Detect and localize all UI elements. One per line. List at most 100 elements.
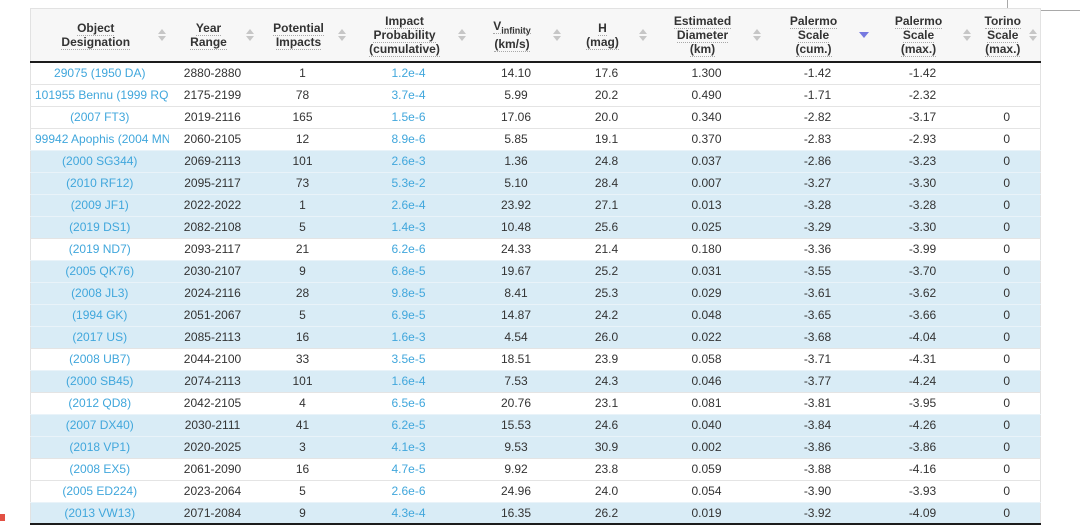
- impact-probability-link[interactable]: 2.6e-3: [391, 154, 426, 168]
- impact-probability-link[interactable]: 6.8e-5: [391, 264, 426, 278]
- cell-estimated_diameter: 0.029: [649, 281, 764, 304]
- object-link[interactable]: (1994 GK): [72, 308, 128, 322]
- cell-v_infinity: 4.54: [468, 325, 564, 348]
- object-link[interactable]: 101955 Bennu (1999 RQ36): [35, 88, 169, 102]
- impact-probability-link[interactable]: 1.6e-3: [391, 330, 426, 344]
- impact-probability-link[interactable]: 1.5e-6: [391, 110, 426, 124]
- impact-probability-link[interactable]: 1.6e-4: [391, 374, 426, 388]
- cell-impact_probability: 4.7e-5: [348, 457, 469, 480]
- object-link[interactable]: 99942 Apophis (2004 MN4): [35, 132, 169, 146]
- object-link[interactable]: (2017 US): [72, 330, 128, 344]
- cell-h_mag: 21.4: [563, 237, 650, 260]
- impact-probability-link[interactable]: 4.1e-3: [391, 440, 426, 454]
- impact-probability-link[interactable]: 8.9e-6: [391, 132, 426, 146]
- cell-torino_scale_max: 0: [973, 281, 1041, 304]
- impact-probability-link[interactable]: 3.7e-4: [391, 88, 426, 102]
- sort-icon[interactable]: [1029, 29, 1037, 41]
- object-link[interactable]: (2007 DX40): [65, 418, 134, 432]
- column-header-palermo_scale_cum[interactable]: Palermo Scale (cum.): [763, 8, 872, 63]
- cell-v_infinity: 16.35: [468, 501, 564, 525]
- impact-probability-link[interactable]: 6.9e-5: [391, 308, 426, 322]
- cell-palermo_scale_max: -4.16: [871, 457, 974, 480]
- sort-icon[interactable]: [337, 29, 346, 41]
- cell-palermo_scale_cum: -2.82: [763, 105, 872, 128]
- cell-impact_probability: 6.8e-5: [348, 259, 469, 282]
- object-link[interactable]: (2005 QK76): [65, 264, 135, 278]
- cell-estimated_diameter: 0.046: [649, 369, 764, 392]
- object-link[interactable]: (2012 QD8): [68, 396, 132, 410]
- sort-icon[interactable]: [962, 29, 971, 41]
- object-link[interactable]: (2018 VP1): [69, 440, 131, 454]
- impact-probability-link[interactable]: 1.2e-4: [391, 66, 426, 81]
- column-header-object_designation[interactable]: Object Designation: [30, 8, 169, 63]
- red-mark: [0, 514, 5, 521]
- object-link[interactable]: (2000 SG344): [62, 154, 138, 168]
- column-header-potential_impacts[interactable]: Potential Impacts: [256, 8, 349, 63]
- column-header-estimated_diameter[interactable]: Estimated Diameter (km): [649, 8, 764, 63]
- object-link[interactable]: (2019 DS1): [69, 220, 131, 234]
- sort-icon[interactable]: [552, 29, 561, 41]
- cell-estimated_diameter: 0.058: [649, 347, 764, 370]
- impact-probability-link[interactable]: 5.3e-2: [391, 176, 426, 190]
- cell-year_range: 2042-2105: [168, 391, 257, 414]
- impact-probability-link[interactable]: 4.7e-5: [391, 462, 426, 476]
- cell-impact_probability: 6.2e-6: [348, 237, 469, 260]
- impact-probability-link[interactable]: 3.5e-5: [391, 352, 426, 366]
- table-header: Object Designation Year Range Potential Impac…: [30, 8, 1041, 63]
- cell-palermo_scale_max: -4.09: [871, 501, 974, 525]
- object-link[interactable]: (2008 EX5): [69, 462, 131, 476]
- cell-year_range: 2060-2105: [168, 127, 257, 150]
- column-header-label: (km): [689, 42, 716, 57]
- object-link[interactable]: (2000 SB45): [66, 374, 134, 388]
- impact-risk-table-container: Object Designation Year Range Potential Impac…: [30, 8, 1041, 525]
- cell-palermo_scale_max: -2.32: [871, 83, 974, 106]
- column-header-label: Object: [77, 21, 115, 36]
- cell-estimated_diameter: 0.007: [649, 171, 764, 194]
- cell-object_designation: 29075 (1950 DA): [30, 61, 169, 84]
- sort-icon[interactable]: [157, 29, 166, 41]
- column-header-palermo_scale_max[interactable]: Palermo Scale (max.): [871, 8, 974, 63]
- impact-probability-link[interactable]: 2.6e-6: [391, 484, 426, 498]
- table-row: (2005 QK76) 2030-2107 9 6.8e-5 19.67 25.2 0.03…: [30, 259, 1041, 282]
- column-header-label: H: [598, 21, 607, 36]
- impact-probability-link[interactable]: 6.2e-5: [391, 418, 426, 432]
- impact-probability-link[interactable]: 6.5e-6: [391, 396, 426, 410]
- sort-icon[interactable]: [245, 29, 254, 41]
- impact-probability-link[interactable]: 4.3e-4: [391, 505, 426, 520]
- impact-risk-table: Object Designation Year Range Potential Impac…: [30, 8, 1041, 525]
- column-header-v_infinity[interactable]: Vinfinity (km/s): [468, 8, 564, 63]
- object-link[interactable]: (2019 ND7): [68, 242, 131, 256]
- impact-probability-link[interactable]: 2.6e-4: [391, 198, 426, 212]
- object-link[interactable]: (2010 RF12): [66, 176, 134, 190]
- object-link[interactable]: (2013 VW13): [64, 505, 136, 520]
- cell-object_designation: (2013 VW13): [30, 501, 169, 525]
- cell-estimated_diameter: 0.048: [649, 303, 764, 326]
- search-input[interactable]: [1007, 0, 1080, 11]
- column-header-label: Diameter: [676, 28, 729, 43]
- sort-icon[interactable]: [457, 29, 466, 41]
- impact-probability-link[interactable]: 6.2e-6: [391, 242, 426, 256]
- cell-palermo_scale_cum: -3.92: [763, 501, 872, 525]
- object-link[interactable]: (2005 ED224): [62, 484, 138, 498]
- cell-h_mag: 20.0: [563, 105, 650, 128]
- sort-icon[interactable]: [752, 29, 761, 41]
- column-header-torino_scale_max[interactable]: Torino Scale (max.): [973, 8, 1041, 63]
- cell-h_mag: 17.6: [563, 61, 650, 84]
- sort-desc-icon[interactable]: [858, 32, 869, 38]
- object-link[interactable]: (2008 UB7): [69, 352, 131, 366]
- object-link[interactable]: (2009 JF1): [70, 198, 129, 212]
- impact-probability-link[interactable]: 9.8e-5: [391, 286, 426, 300]
- cell-impact_probability: 4.1e-3: [348, 435, 469, 458]
- column-header-label: Impact: [385, 14, 424, 29]
- object-link[interactable]: (2007 FT3): [70, 110, 130, 124]
- cell-object_designation: (2005 QK76): [30, 259, 169, 282]
- cell-h_mag: 24.0: [563, 479, 650, 502]
- column-header-h_mag[interactable]: H (mag): [563, 8, 650, 63]
- column-header-impact_probability[interactable]: Impact Probability (cumulative): [348, 8, 469, 63]
- sort-icon[interactable]: [638, 29, 647, 41]
- object-link[interactable]: 29075 (1950 DA): [54, 66, 146, 81]
- column-header-year_range[interactable]: Year Range: [168, 8, 257, 63]
- object-link[interactable]: (2008 JL3): [71, 286, 129, 300]
- impact-probability-link[interactable]: 1.4e-3: [391, 220, 426, 234]
